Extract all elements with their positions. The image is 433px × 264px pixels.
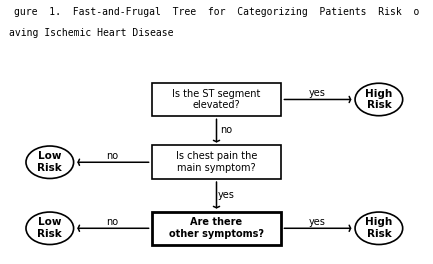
FancyBboxPatch shape xyxy=(152,211,281,245)
Text: aving Ischemic Heart Disease: aving Ischemic Heart Disease xyxy=(9,28,173,38)
Text: no: no xyxy=(106,217,118,227)
Text: no: no xyxy=(106,151,118,161)
Text: High
Risk: High Risk xyxy=(365,218,392,239)
Ellipse shape xyxy=(26,146,74,178)
Text: yes: yes xyxy=(218,190,234,200)
Text: High
Risk: High Risk xyxy=(365,89,392,110)
Text: no: no xyxy=(220,125,232,135)
Ellipse shape xyxy=(355,212,403,244)
Text: yes: yes xyxy=(309,88,326,98)
Ellipse shape xyxy=(26,212,74,244)
Text: Is chest pain the
main symptom?: Is chest pain the main symptom? xyxy=(176,152,257,173)
Text: Is the ST segment
elevated?: Is the ST segment elevated? xyxy=(172,89,261,110)
Text: yes: yes xyxy=(309,217,326,227)
Text: Are there
other symptoms?: Are there other symptoms? xyxy=(169,218,264,239)
FancyBboxPatch shape xyxy=(152,83,281,116)
Text: Low
Risk: Low Risk xyxy=(37,152,62,173)
Ellipse shape xyxy=(355,83,403,116)
FancyBboxPatch shape xyxy=(152,145,281,179)
Text: Low
Risk: Low Risk xyxy=(37,218,62,239)
Text: gure  1.  Fast-and-Frugal  Tree  for  Categorizing  Patients  Risk  o: gure 1. Fast-and-Frugal Tree for Categor… xyxy=(14,7,419,17)
